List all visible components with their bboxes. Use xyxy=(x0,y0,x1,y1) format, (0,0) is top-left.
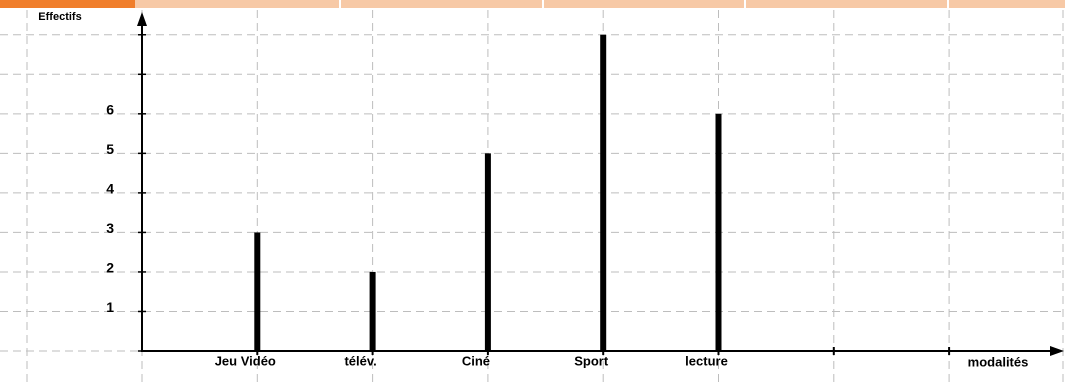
x-tick-label: télév. xyxy=(344,353,376,368)
bar xyxy=(369,271,376,351)
y-tick-label: 3 xyxy=(106,220,114,236)
x-axis-arrow xyxy=(1050,346,1064,356)
x-tick-label: Sport xyxy=(574,353,609,368)
x-tick-label: Ciné xyxy=(462,353,490,368)
header-strip xyxy=(0,0,1065,8)
bar xyxy=(254,232,261,351)
x-tick-label: Jeu Vidéo xyxy=(215,353,276,368)
grid xyxy=(0,10,1065,387)
bar xyxy=(715,113,722,351)
y-tick-label: 6 xyxy=(106,102,114,118)
y-tick-label: 2 xyxy=(106,260,114,276)
y-tick-label: 1 xyxy=(106,299,114,315)
bar xyxy=(484,153,491,351)
y-axis-label: Effectifs xyxy=(38,11,81,23)
x-axis-label: modalités xyxy=(968,354,1029,369)
y-tick-label: 4 xyxy=(106,181,114,197)
y-axis-arrow xyxy=(137,12,147,26)
x-tick-label: lecture xyxy=(685,353,728,368)
bar xyxy=(600,34,607,351)
plot: 1 2 3 4 5 6 Jeu Vidéo télév. Ciné Sport lecture xyxy=(106,34,951,368)
y-tick-label: 5 xyxy=(106,141,114,157)
